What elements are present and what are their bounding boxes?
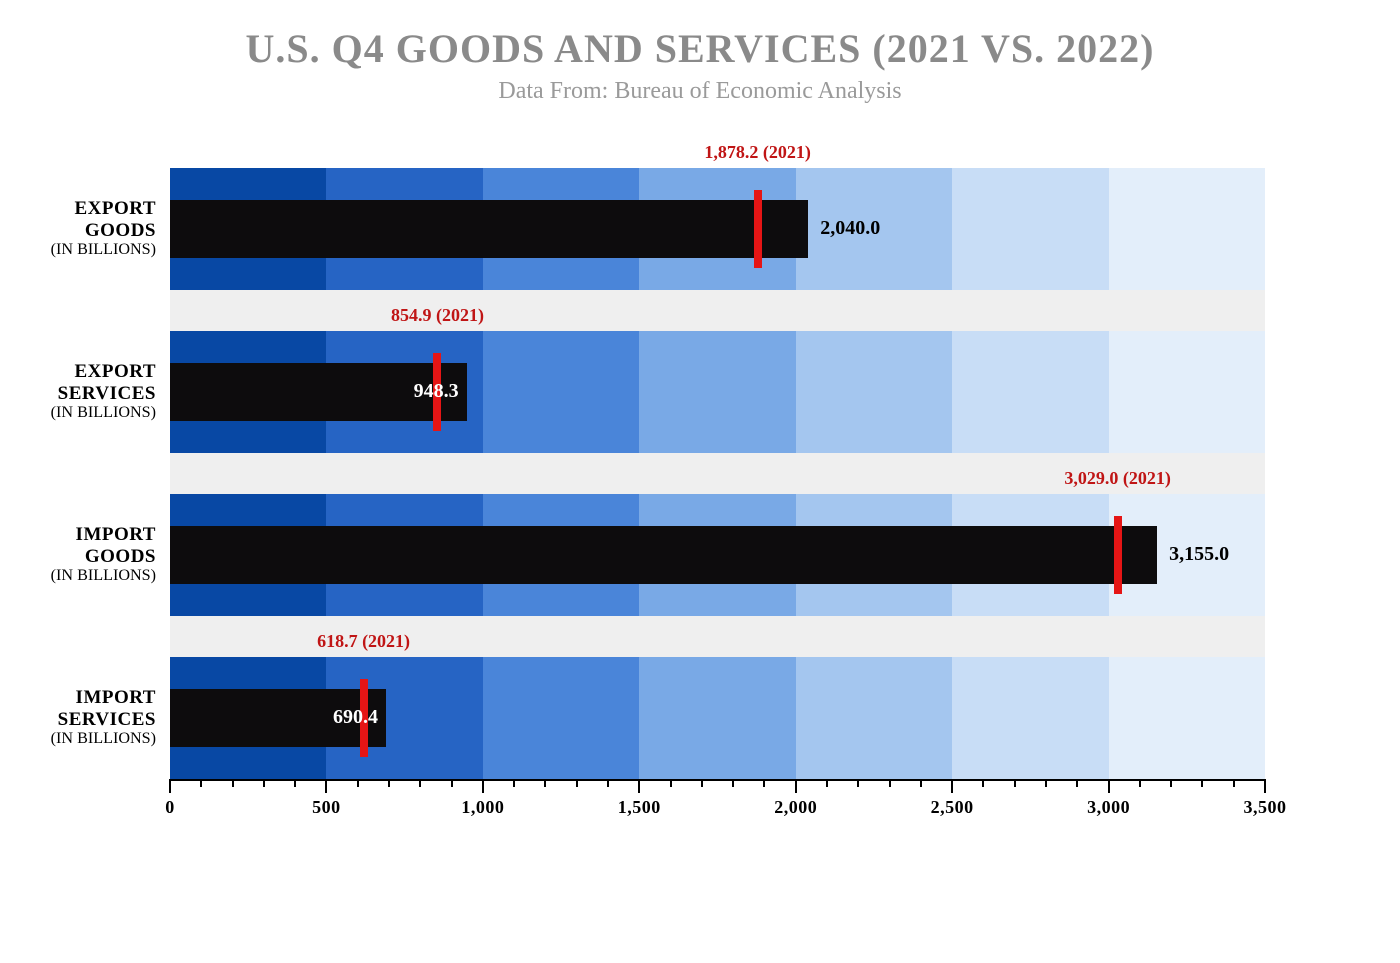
x-tick-minor xyxy=(607,779,609,787)
x-tick-minor xyxy=(513,779,515,787)
x-tick-minor xyxy=(388,779,390,787)
x-tick-minor xyxy=(1076,779,1078,787)
x-tick-major xyxy=(325,779,327,793)
x-tick-minor xyxy=(294,779,296,787)
x-tick-label: 500 xyxy=(312,797,341,818)
x-tick-minor xyxy=(1014,779,1016,787)
value-bar-2022 xyxy=(170,200,808,259)
x-tick-minor xyxy=(576,779,578,787)
category-label-line2: SERVICES xyxy=(51,709,156,731)
value-label-2022: 690.4 xyxy=(333,706,378,729)
x-tick-major xyxy=(951,779,953,793)
x-tick-minor xyxy=(1201,779,1203,787)
x-tick-minor xyxy=(826,779,828,787)
value-label-2022: 3,155.0 xyxy=(1169,543,1229,566)
value-label-2021: 3,029.0 (2021) xyxy=(1064,468,1171,489)
x-tick-label: 3,000 xyxy=(1087,797,1130,818)
chart-row: 2,040.01,878.2 (2021)EXPORTGOODS(IN BILL… xyxy=(170,168,1265,290)
category-label: EXPORTGOODS(IN BILLIONS) xyxy=(51,198,156,260)
value-label-2022: 948.3 xyxy=(414,380,459,403)
x-tick-minor xyxy=(357,779,359,787)
category-label: EXPORTSERVICES(IN BILLIONS) xyxy=(51,361,156,423)
x-tick-minor xyxy=(200,779,202,787)
x-tick-minor xyxy=(889,779,891,787)
category-label-line1: IMPORT xyxy=(51,524,156,546)
category-label-line2: SERVICES xyxy=(51,383,156,405)
chart-row: 948.3854.9 (2021)EXPORTSERVICES(IN BILLI… xyxy=(170,331,1265,453)
x-tick-major xyxy=(482,779,484,793)
x-tick-minor xyxy=(232,779,234,787)
category-label: IMPORTSERVICES(IN BILLIONS) xyxy=(51,687,156,749)
x-tick-label: 2,000 xyxy=(774,797,817,818)
x-tick-major xyxy=(795,779,797,793)
x-tick-label: 0 xyxy=(165,797,175,818)
marker-2021 xyxy=(1114,516,1122,594)
x-tick-minor xyxy=(1139,779,1141,787)
chart-row: 3,155.03,029.0 (2021)IMPORTGOODS(IN BILL… xyxy=(170,494,1265,616)
value-label-2022: 2,040.0 xyxy=(820,217,880,240)
x-tick-minor xyxy=(857,779,859,787)
x-axis-line xyxy=(170,779,1265,781)
x-tick-minor xyxy=(1170,779,1172,787)
x-tick-major xyxy=(169,779,171,793)
chart-area: 2,040.01,878.2 (2021)EXPORTGOODS(IN BILL… xyxy=(170,168,1265,836)
x-tick-minor xyxy=(263,779,265,787)
category-label-line2: GOODS xyxy=(51,220,156,242)
category-label-line1: EXPORT xyxy=(51,361,156,383)
chart-row: 690.4618.7 (2021)IMPORTSERVICES(IN BILLI… xyxy=(170,657,1265,779)
x-tick-label: 2,500 xyxy=(931,797,974,818)
x-tick-label: 1,000 xyxy=(461,797,504,818)
page: U.S. Q4 GOODS AND SERVICES (2021 VS. 202… xyxy=(0,0,1400,963)
x-tick-minor xyxy=(701,779,703,787)
value-bar-2022 xyxy=(170,526,1157,585)
category-label-line3: (IN BILLIONS) xyxy=(51,567,156,586)
category-label-line3: (IN BILLIONS) xyxy=(51,404,156,423)
value-label-2021: 618.7 (2021) xyxy=(317,631,410,652)
x-tick-minor xyxy=(763,779,765,787)
x-tick-minor xyxy=(1045,779,1047,787)
category-label: IMPORTGOODS(IN BILLIONS) xyxy=(51,524,156,586)
category-label-line3: (IN BILLIONS) xyxy=(51,730,156,749)
marker-2021 xyxy=(754,190,762,268)
x-tick-major xyxy=(1108,779,1110,793)
value-label-2021: 854.9 (2021) xyxy=(391,305,484,326)
x-tick-label: 1,500 xyxy=(618,797,661,818)
x-tick-minor xyxy=(419,779,421,787)
category-label-line3: (IN BILLIONS) xyxy=(51,241,156,260)
x-tick-label: 3,500 xyxy=(1244,797,1287,818)
chart-subtitle: Data From: Bureau of Economic Analysis xyxy=(0,78,1400,105)
category-label-line2: GOODS xyxy=(51,546,156,568)
x-tick-minor xyxy=(982,779,984,787)
value-label-2021: 1,878.2 (2021) xyxy=(704,142,811,163)
category-label-line1: IMPORT xyxy=(51,687,156,709)
x-tick-major xyxy=(638,779,640,793)
x-tick-major xyxy=(1264,779,1266,793)
x-tick-minor xyxy=(1233,779,1235,787)
x-tick-minor xyxy=(544,779,546,787)
x-axis: 05001,0001,5002,0002,5003,0003,500 xyxy=(170,779,1265,839)
x-tick-minor xyxy=(920,779,922,787)
x-tick-minor xyxy=(451,779,453,787)
x-tick-minor xyxy=(670,779,672,787)
chart-title: U.S. Q4 GOODS AND SERVICES (2021 VS. 202… xyxy=(0,25,1400,72)
x-tick-minor xyxy=(732,779,734,787)
category-label-line1: EXPORT xyxy=(51,198,156,220)
